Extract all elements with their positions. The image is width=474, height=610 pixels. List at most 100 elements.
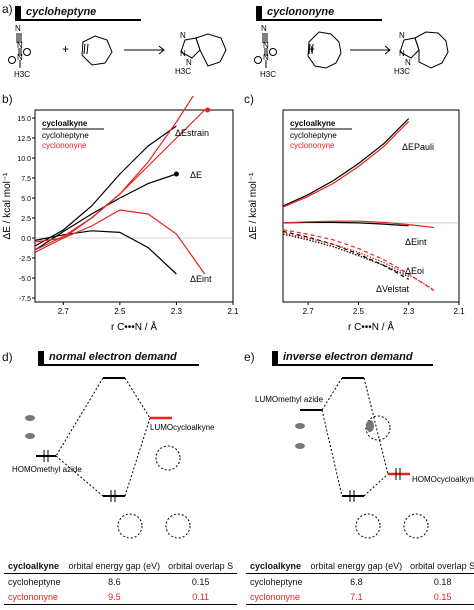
- header-cyclononyne: cyclononyne: [256, 6, 382, 21]
- table-row: cycloheptyne 8.6 0.15: [4, 574, 237, 590]
- table-e-name-1: cyclononyne: [246, 589, 307, 605]
- table-d-name-1: cyclononyne: [4, 589, 65, 605]
- table-d-overlap-1: 0.11: [164, 589, 238, 605]
- plus-sign-2: +: [308, 42, 315, 56]
- svg-text:N: N: [405, 58, 411, 67]
- endpoint-dot-non: [205, 107, 211, 113]
- energy-charts: 2.7 2.5 2.3 2.1 -7.5 -5.0 -2.5 0.0 2.5 5.0 7.5 10.0…: [2, 96, 465, 333]
- series-line-c-3: [282, 233, 409, 278]
- svg-text:N: N: [17, 41, 23, 50]
- header-inverse: inverse electron demand: [272, 351, 433, 366]
- annotation-b-2: ΔEint: [190, 274, 212, 284]
- annotation-b-0: ΔEstrain: [175, 128, 209, 138]
- svg-text:N: N: [399, 31, 405, 40]
- homo-azide-label: HOMOmethyl azide: [12, 465, 82, 474]
- plus-sign-1: +: [62, 42, 69, 56]
- series-line-b-0: [34, 125, 177, 247]
- chart-b-frame: [34, 109, 234, 303]
- x-tick-label: 2.1: [227, 307, 239, 316]
- y-tick-label: 5.0: [21, 196, 31, 203]
- panel-label-c: c): [244, 92, 254, 106]
- y-tick-label: 15.0: [17, 116, 31, 123]
- endpoint-dot-hept: [173, 171, 179, 177]
- table-e-gap-0: 6.8: [350, 576, 363, 587]
- x-tick-label: 2.3: [403, 307, 415, 316]
- series-line-b-5: [34, 209, 206, 275]
- table-e-overlap-0: 0.18: [433, 576, 452, 587]
- panel-label-a: a): [2, 2, 13, 16]
- series-line-b-2: [34, 230, 177, 275]
- y-tick-label: 2.5: [21, 216, 31, 223]
- chart-c-ylabel: ΔE / kcal mol⁻¹: [248, 172, 259, 240]
- svg-text:N: N: [263, 41, 269, 50]
- y-tick-label: -7.5: [19, 296, 31, 303]
- table-row: cycloheptyne 6.8 0.18: [246, 574, 474, 590]
- legend-c-title: cycloalkyne: [290, 119, 336, 128]
- y-tick-label: -2.5: [19, 256, 31, 263]
- table-e-h1: orbital energy gap (eV): [306, 558, 407, 574]
- header-normal: normal electron demand: [38, 351, 199, 366]
- y-tick-label: 12.5: [17, 136, 31, 143]
- chart-b-xlabel: r C•••N / Å: [111, 320, 157, 333]
- panel-label-e: e): [244, 350, 255, 364]
- table-e-gap-1: 7.1: [306, 589, 407, 605]
- legend-b-non: cyclononyne: [42, 141, 87, 150]
- svg-text:N: N: [17, 53, 23, 62]
- svg-text:N: N: [261, 24, 267, 33]
- lumo-cycloalkyne-label: LUMOcycloalkyne: [150, 423, 215, 432]
- chart-b-ylabel: ΔE / kcal mol⁻¹: [2, 172, 13, 240]
- legend-b-title: cycloalkyne: [42, 119, 88, 128]
- svg-text:N: N: [15, 24, 21, 33]
- table-d-gap-1: 9.5: [64, 589, 165, 605]
- series-line-c-0: [282, 118, 410, 207]
- annotation-c-2: ΔEoi: [405, 266, 424, 276]
- y-tick-label: -5.0: [19, 276, 31, 283]
- table-d-h2: orbital overlap S: [164, 558, 238, 574]
- x-tick-label: 2.1: [453, 307, 465, 316]
- svg-text:N: N: [263, 53, 269, 62]
- table-d-h0: cycloalkyne: [4, 558, 65, 574]
- svg-text:N: N: [399, 49, 405, 58]
- annotation-b-1: ΔE: [190, 170, 202, 180]
- series-line-c-7: [282, 232, 435, 291]
- annotation-c-1: ΔEint: [405, 237, 427, 247]
- x-tick-label: 2.3: [171, 307, 183, 316]
- table-row: cyclononyne 7.1 0.15: [246, 589, 474, 605]
- legend-c-non: cyclononyne: [290, 141, 335, 150]
- series-line-c-5: [282, 220, 434, 229]
- x-tick-label: 2.5: [353, 307, 365, 316]
- table-d-h1: orbital energy gap (eV): [64, 558, 165, 574]
- series-line-c-2: [282, 230, 409, 280]
- svg-text:N: N: [180, 49, 186, 58]
- panel-label-b: b): [2, 92, 13, 106]
- svg-text:N: N: [180, 31, 186, 40]
- table-e-h0: cycloalkyne: [246, 558, 307, 574]
- y-tick-label: 10.0: [17, 156, 31, 163]
- table-e: cycloalkyne orbital energy gap (eV) orbi…: [246, 558, 474, 605]
- methyl-label-2: H3C: [260, 70, 276, 79]
- svg-text:N: N: [186, 58, 192, 67]
- header-cycloheptyne: cycloheptyne: [15, 6, 141, 21]
- table-d-overlap-0: 0.15: [191, 576, 210, 587]
- x-tick-label: 2.5: [114, 307, 126, 316]
- table-row: cyclononyne 9.5 0.11: [4, 589, 238, 605]
- series-line-c-4: [282, 120, 410, 208]
- methyl-label-4: H3C: [394, 67, 410, 76]
- legend-b: cycloalkyne cycloheptyne cyclononyne: [42, 119, 104, 150]
- table-e-h2: orbital overlap S: [406, 558, 474, 574]
- methyl-label-1: H3C: [14, 70, 30, 79]
- table-e-overlap-1: 0.15: [406, 589, 474, 605]
- table-d-gap-0: 8.6: [108, 576, 121, 587]
- annotation-c-0: ΔEPauli: [402, 142, 434, 152]
- lumo-azide-label: LUMOmethyl azide: [255, 395, 324, 404]
- x-tick-label: 2.7: [303, 307, 315, 316]
- reaction-scheme: NNN NNN NNN NNN + + H3C H3C H3C H3C: [8, 24, 449, 79]
- y-tick-label: 0.0: [21, 236, 31, 243]
- annotation-c-3: ΔVelstat: [376, 284, 410, 294]
- legend-b-hept: cycloheptyne: [42, 131, 89, 140]
- methyl-label-3: H3C: [175, 67, 191, 76]
- table-d: cycloalkyne orbital energy gap (eV) orbi…: [4, 558, 238, 605]
- legend-c-hept: cycloheptyne: [290, 131, 337, 140]
- series-line-c-6: [282, 229, 435, 292]
